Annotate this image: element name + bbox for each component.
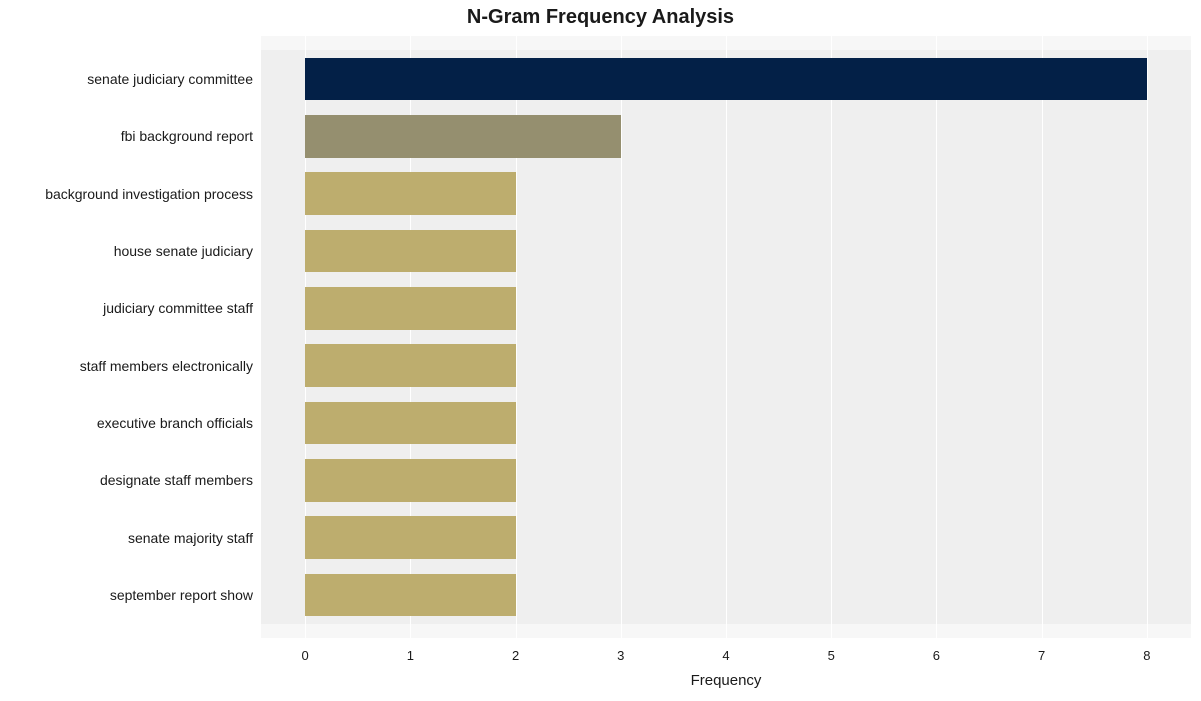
bar <box>305 115 621 157</box>
bar <box>305 58 1147 100</box>
y-tick-label: house senate judiciary <box>114 243 253 259</box>
bar <box>305 287 515 329</box>
x-tick-label: 1 <box>407 648 414 663</box>
y-tick-label: executive branch officials <box>97 415 253 431</box>
x-tick-label: 5 <box>828 648 835 663</box>
x-tick-label: 7 <box>1038 648 1045 663</box>
y-tick-label: background investigation process <box>45 186 253 202</box>
y-tick-label: september report show <box>110 587 253 603</box>
bar <box>305 172 515 214</box>
x-gridline <box>831 36 832 638</box>
bar <box>305 516 515 558</box>
bar <box>305 574 515 616</box>
chart-title: N-Gram Frequency Analysis <box>0 6 1201 29</box>
y-tick-label: senate judiciary committee <box>87 71 253 87</box>
x-gridline <box>936 36 937 638</box>
plot-area <box>261 36 1191 638</box>
x-tick-label: 8 <box>1143 648 1150 663</box>
ngram-frequency-chart: N-Gram Frequency Analysis Frequency sena… <box>0 0 1201 701</box>
bar <box>305 402 515 444</box>
y-tick-label: designate staff members <box>100 472 253 488</box>
y-tick-label: senate majority staff <box>128 530 253 546</box>
x-gridline <box>1147 36 1148 638</box>
x-gridline <box>621 36 622 638</box>
x-tick-label: 2 <box>512 648 519 663</box>
y-tick-label: judiciary committee staff <box>103 300 253 316</box>
x-tick-label: 4 <box>722 648 729 663</box>
bar <box>305 459 515 501</box>
y-tick-label: fbi background report <box>121 128 253 144</box>
bar <box>305 344 515 386</box>
y-tick-label: staff members electronically <box>80 358 253 374</box>
bar <box>305 230 515 272</box>
x-gridline <box>726 36 727 638</box>
x-tick-label: 6 <box>933 648 940 663</box>
x-axis-title: Frequency <box>261 672 1191 689</box>
x-tick-label: 3 <box>617 648 624 663</box>
x-tick-label: 0 <box>302 648 309 663</box>
x-gridline <box>1042 36 1043 638</box>
